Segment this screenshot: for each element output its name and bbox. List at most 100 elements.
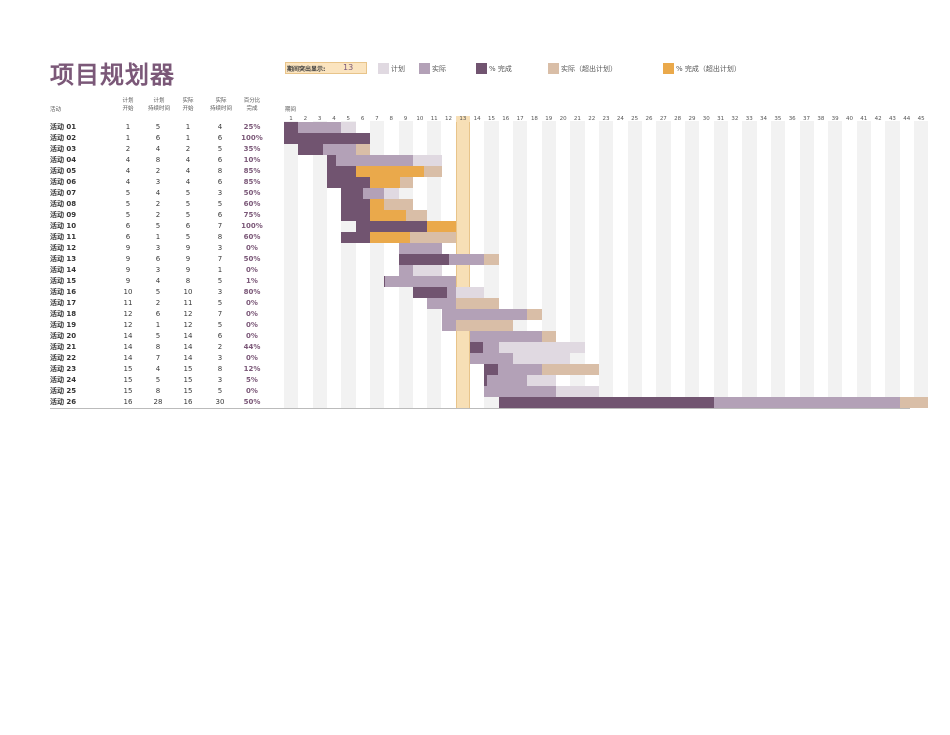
table-row[interactable]: 活动 17 11 2 11 5 0% <box>50 298 910 309</box>
percent-complete: 35% <box>243 145 261 153</box>
plan-start: 16 <box>123 398 133 406</box>
actual-duration: 6 <box>217 211 223 219</box>
table-row[interactable]: 活动 04 4 8 4 6 10% <box>50 155 910 166</box>
period-number: 29 <box>688 116 696 122</box>
activity-name: 活动 08 <box>50 200 77 208</box>
table-row[interactable]: 活动 09 5 2 5 6 75% <box>50 210 910 221</box>
header-actual-start: 实际 开始 <box>182 98 194 112</box>
table-row[interactable]: 活动 05 4 2 4 8 85% <box>50 166 910 177</box>
period-column <box>642 121 657 408</box>
gantt-bar <box>484 364 542 375</box>
actual-start: 4 <box>185 178 191 186</box>
gantt-bar <box>470 331 542 342</box>
actual-duration: 7 <box>217 255 223 263</box>
period-column <box>885 121 900 408</box>
period-number: 16 <box>502 116 510 122</box>
table-row[interactable]: 活动 23 15 4 15 8 12% <box>50 364 910 375</box>
percent-complete: 5% <box>246 376 258 384</box>
table-row[interactable]: 活动 10 6 5 6 7 100% <box>50 221 910 232</box>
gantt-bar <box>369 199 385 210</box>
gantt-bar <box>355 166 425 177</box>
table-row[interactable]: 活动 03 2 4 2 5 35% <box>50 144 910 155</box>
activity-name: 活动 06 <box>50 178 77 186</box>
period-number: 28 <box>674 116 682 122</box>
period-number: 22 <box>588 116 596 122</box>
plan-duration: 5 <box>155 123 161 131</box>
table-row[interactable]: 活动 08 5 2 5 5 60% <box>50 199 910 210</box>
period-column <box>298 121 313 408</box>
table-row[interactable]: 活动 24 15 5 15 3 5% <box>50 375 910 386</box>
period-column <box>599 121 614 408</box>
percent-complete: 12% <box>243 365 261 373</box>
table-row[interactable]: 活动 11 6 1 5 8 60% <box>50 232 910 243</box>
plan-duration: 2 <box>155 299 161 307</box>
gantt-bar <box>326 166 356 177</box>
percent-complete: 0% <box>246 387 258 395</box>
activity-name: 活动 25 <box>50 387 77 395</box>
actual-duration: 3 <box>217 376 223 384</box>
table-row[interactable]: 活动 18 12 6 12 7 0% <box>50 309 910 320</box>
plan-start: 14 <box>123 354 133 362</box>
actual-start: 15 <box>183 365 193 373</box>
percent-complete: 0% <box>246 332 258 340</box>
table-row[interactable]: 活动 21 14 8 14 2 44% <box>50 342 910 353</box>
gantt-bar <box>326 177 370 188</box>
table-row[interactable]: 活动 16 10 5 10 3 80% <box>50 287 910 298</box>
plan-start: 15 <box>123 387 133 395</box>
table-row[interactable]: 活动 13 9 6 9 7 50% <box>50 254 910 265</box>
table-row[interactable]: 活动 26 16 28 16 30 50% <box>50 397 910 408</box>
gantt-bar <box>369 177 400 188</box>
period-column <box>813 121 829 408</box>
activity-name: 活动 16 <box>50 288 77 296</box>
table-row[interactable]: 活动 02 1 6 1 6 100% <box>50 133 910 144</box>
activity-name: 活动 20 <box>50 332 77 340</box>
plan-duration: 4 <box>155 365 161 373</box>
actual-duration: 8 <box>217 365 223 373</box>
period-number: 8 <box>389 116 393 122</box>
gantt-bar <box>484 386 557 397</box>
gantt-bar <box>427 298 456 309</box>
table-row[interactable]: 活动 20 14 5 14 6 0% <box>50 331 910 342</box>
plan-duration: 6 <box>155 134 161 142</box>
table-row[interactable]: 活动 22 14 7 14 3 0% <box>50 353 910 364</box>
table-row[interactable]: 活动 19 12 1 12 5 0% <box>50 320 910 331</box>
period-column <box>899 121 915 408</box>
plan-duration: 28 <box>153 398 163 406</box>
actual-start: 5 <box>185 200 191 208</box>
plan-start: 1 <box>125 123 131 131</box>
percent-complete: 10% <box>243 156 261 164</box>
activity-name: 活动 26 <box>50 398 77 406</box>
table-bottom-border <box>50 408 910 409</box>
actual-duration: 5 <box>217 387 223 395</box>
table-row[interactable]: 活动 14 9 3 9 1 0% <box>50 265 910 276</box>
actual-duration: 6 <box>217 156 223 164</box>
actual-duration: 6 <box>217 134 223 142</box>
plan-duration: 2 <box>155 211 161 219</box>
table-row[interactable]: 活动 15 9 4 8 5 1% <box>50 276 910 287</box>
plan-start: 9 <box>125 244 131 252</box>
activity-name: 活动 24 <box>50 376 77 384</box>
period-column <box>799 121 814 408</box>
activity-name: 活动 01 <box>50 123 77 131</box>
legend-swatch <box>378 63 389 74</box>
plan-start: 6 <box>125 222 131 230</box>
period-column <box>770 121 786 408</box>
table-row[interactable]: 活动 01 1 5 1 4 25% <box>50 122 910 133</box>
plan-duration: 3 <box>155 266 161 274</box>
period-highlight-field[interactable] <box>285 62 367 74</box>
percent-complete: 60% <box>243 233 261 241</box>
gantt-bar <box>284 122 299 133</box>
table-row[interactable]: 活动 07 5 4 5 3 50% <box>50 188 910 199</box>
period-highlight-value[interactable]: 13 <box>343 63 354 72</box>
table-row[interactable]: 活动 12 9 3 9 3 0% <box>50 243 910 254</box>
gantt-bar <box>470 342 499 353</box>
table-row[interactable]: 活动 06 4 3 4 6 85% <box>50 177 910 188</box>
period-number: 18 <box>530 116 538 122</box>
gantt-bar <box>441 309 528 320</box>
actual-duration: 3 <box>217 244 223 252</box>
actual-duration: 6 <box>217 178 223 186</box>
percent-complete: 50% <box>243 398 261 406</box>
table-row[interactable]: 活动 25 15 8 15 5 0% <box>50 386 910 397</box>
plan-start: 11 <box>123 299 133 307</box>
legend-label: 计划 <box>391 64 405 73</box>
